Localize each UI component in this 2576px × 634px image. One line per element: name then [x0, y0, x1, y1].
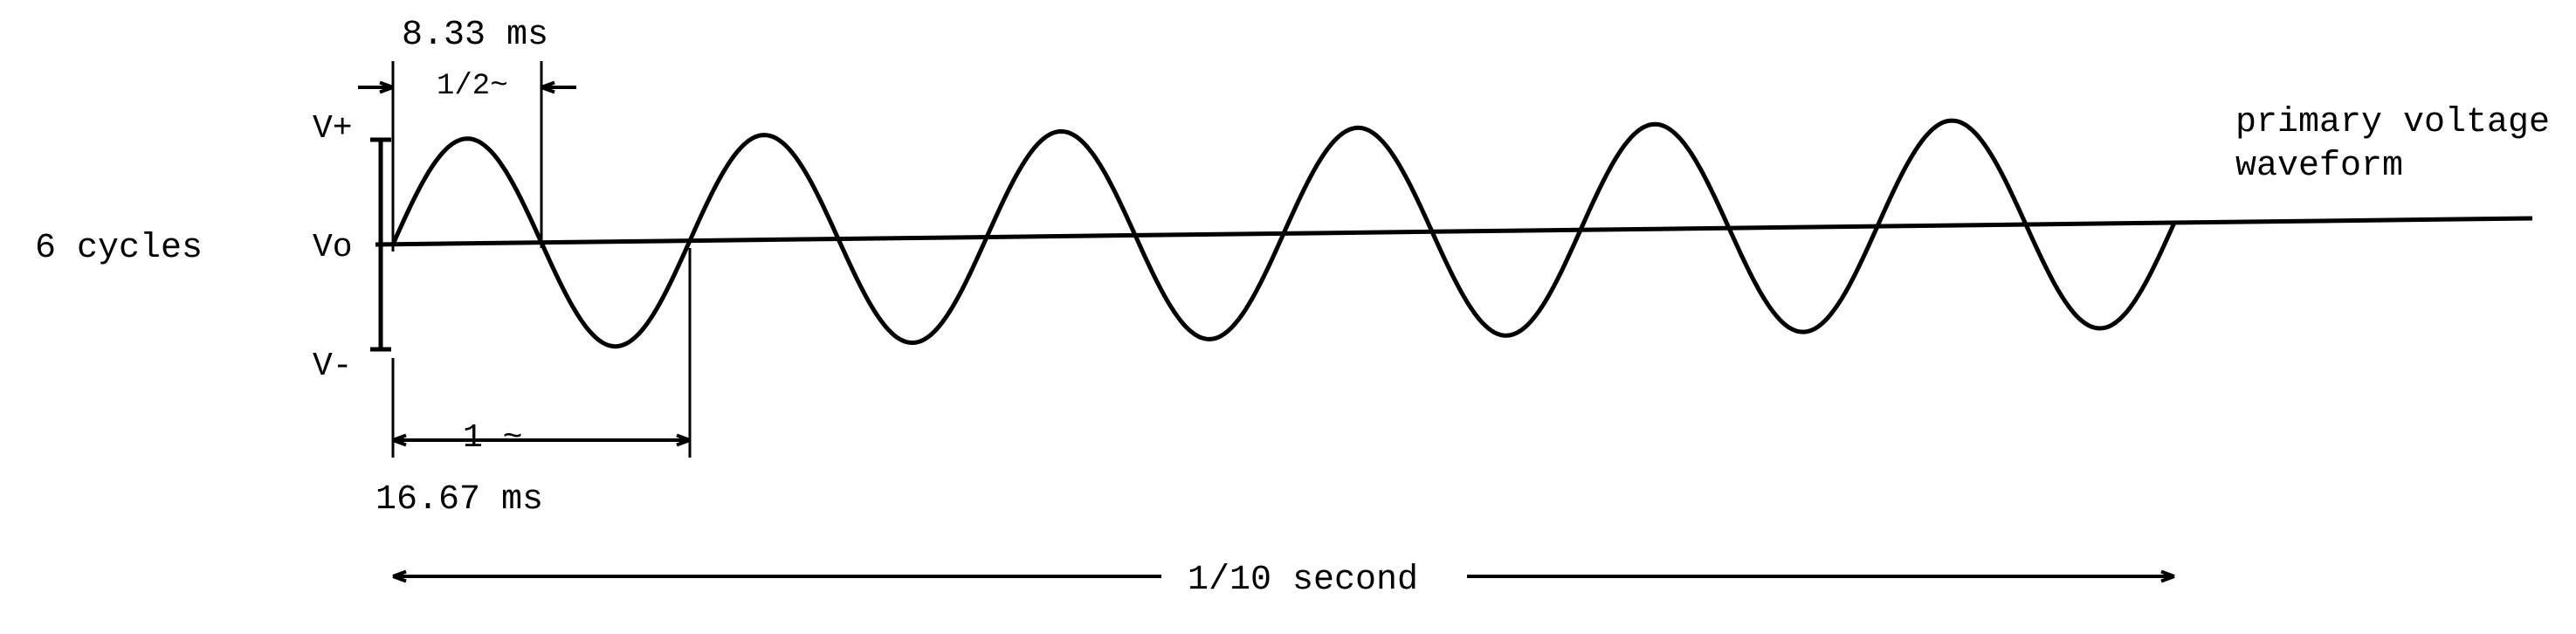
waveform-diagram: 6 cycles V+ Vo V- 8.33 ms 1/2~ 1 ~ 16.67… [0, 0, 2576, 634]
diagram-svg [0, 0, 2576, 634]
full-cycle-time-label: 16.67 ms [375, 480, 543, 520]
half-cycle-time-label: 8.33 ms [402, 16, 548, 55]
waveform-label-line1: primary voltage [2235, 103, 2550, 142]
v-plus-label: V+ [313, 110, 353, 148]
waveform-label-line2: waveform [2235, 147, 2403, 186]
total-time-label: 1/10 second [1188, 561, 1418, 600]
full-cycle-mark-label: 1 ~ [463, 419, 522, 457]
cycles-label: 6 cycles [35, 229, 203, 268]
v-minus-label: V- [313, 348, 353, 385]
v-zero-label: Vo [313, 229, 353, 266]
half-cycle-mark-label: 1/2~ [437, 70, 508, 103]
